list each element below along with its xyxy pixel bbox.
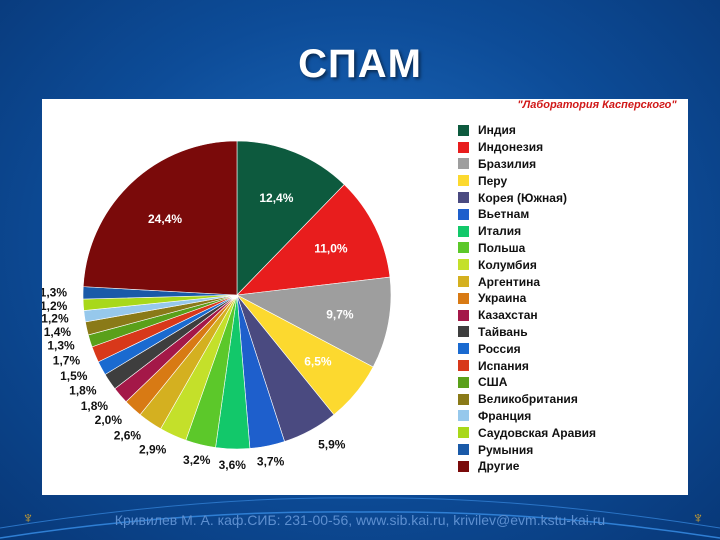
slice-label-8: 3,2%	[183, 453, 211, 467]
slice-label-2: 11,0%	[314, 242, 348, 256]
left-emblem-icon: ♆	[22, 510, 34, 527]
legend-entry-16: США	[458, 374, 596, 391]
legend-swatch	[458, 309, 469, 321]
slice-label-11: 2,0%	[95, 413, 123, 427]
legend-label: Испания	[478, 358, 529, 373]
legend-label: Казахстан	[478, 308, 538, 323]
legend-swatch	[458, 343, 469, 355]
legend-label: Аргентина	[478, 274, 541, 289]
legend-label: Индия	[478, 123, 516, 138]
chart-legend: Индия Индонезия Бразилия Перу Корея (Южная) В…	[458, 122, 596, 475]
slice-label-7: 3,6%	[219, 458, 247, 472]
legend-swatch	[458, 208, 469, 220]
pie-slice-2	[236, 184, 391, 296]
pie-slice-1	[236, 140, 345, 296]
slice-label-3: 9,7%	[326, 307, 354, 321]
legend-swatch	[458, 158, 469, 170]
legend-entry-6: Вьетнам	[458, 206, 596, 223]
legend-swatch	[458, 393, 469, 405]
legend-label: Другие	[478, 459, 520, 474]
legend-swatch	[458, 460, 469, 472]
slice-label-12: 1,8%	[81, 399, 109, 413]
legend-label: Перу	[478, 173, 508, 188]
legend-label: Италия	[478, 224, 522, 239]
legend-swatch	[458, 292, 469, 304]
pie-chart: 12,4%11,0%9,7%6,5%5,9%3,7%3,6%3,2%2,9%2,…	[42, 140, 392, 472]
legend-swatch	[458, 242, 469, 254]
legend-entry-21: Другие	[458, 458, 596, 475]
slice-label-1: 12,4%	[259, 191, 293, 205]
legend-swatch	[458, 444, 469, 456]
slice-label-19: 1,2%	[42, 299, 68, 313]
chart-source-note: "Лаборатория Касперского"	[517, 99, 677, 111]
legend-swatch	[458, 376, 469, 388]
legend-swatch	[458, 225, 469, 237]
legend-entry-17: Великобритания	[458, 391, 596, 408]
pie-slice-21	[82, 140, 238, 296]
legend-swatch	[458, 427, 469, 439]
legend-entry-11: Украина	[458, 290, 596, 307]
legend-entry-20: Румыния	[458, 441, 596, 458]
legend-entry-4: Перу	[458, 172, 596, 189]
legend-entry-10: Аргентина	[458, 273, 596, 290]
legend-entry-13: Тайвань	[458, 324, 596, 341]
legend-swatch	[458, 276, 469, 288]
legend-label: Индонезия	[478, 140, 544, 155]
legend-entry-8: Польша	[458, 240, 596, 257]
legend-entry-7: Италия	[458, 223, 596, 240]
slice-label-20: 1,3%	[42, 286, 67, 300]
legend-label: Колумбия	[478, 257, 537, 272]
legend-swatch	[458, 192, 469, 204]
slice-label-13: 1,8%	[69, 384, 97, 398]
slice-label-15: 1,7%	[53, 354, 81, 368]
legend-label: Великобритания	[478, 392, 578, 407]
slice-label-5: 5,9%	[318, 437, 346, 451]
slice-label-6: 3,7%	[257, 455, 285, 469]
legend-entry-18: Франция	[458, 408, 596, 425]
footer-decoration	[0, 497, 720, 539]
legend-entry-5: Корея (Южная)	[458, 189, 596, 206]
legend-swatch	[458, 175, 469, 187]
slice-label-4: 6,5%	[304, 355, 332, 369]
legend-entry-9: Колумбия	[458, 256, 596, 273]
legend-label: США	[478, 375, 508, 390]
right-emblem-icon: ♆	[692, 510, 704, 527]
legend-entry-12: Казахстан	[458, 307, 596, 324]
legend-label: Франция	[478, 408, 532, 423]
legend-label: Саудовская Аравия	[478, 425, 597, 440]
slice-label-18: 1,2%	[42, 311, 69, 325]
slice-label-14: 1,5%	[60, 369, 88, 383]
legend-entry-15: Испания	[458, 357, 596, 374]
pie-slice-3	[236, 276, 392, 368]
legend-label: Польша	[478, 240, 526, 255]
legend-swatch	[458, 259, 469, 271]
legend-label: Украина	[478, 291, 527, 306]
slide-footer: Кривилев М. А. каф.СИБ: 231-00-56, www.s…	[114, 512, 606, 528]
legend-label: Россия	[478, 341, 521, 356]
legend-swatch	[458, 360, 469, 372]
legend-entry-14: Россия	[458, 340, 596, 357]
legend-swatch	[458, 326, 469, 338]
slice-label-9: 2,9%	[139, 443, 167, 457]
slide-title: СПАМ	[298, 42, 422, 86]
legend-entry-2: Индонезия	[458, 139, 596, 156]
legend-entry-1: Индия	[458, 122, 596, 139]
legend-swatch	[458, 141, 469, 153]
legend-entry-19: Саудовская Аравия	[458, 424, 596, 441]
legend-label: Тайвань	[478, 324, 528, 339]
legend-label: Бразилия	[478, 156, 537, 171]
slice-label-17: 1,4%	[44, 325, 72, 339]
legend-swatch	[458, 410, 469, 422]
legend-label: Вьетнам	[478, 207, 530, 222]
slice-label-21: 24,4%	[148, 212, 182, 226]
legend-label: Румыния	[478, 442, 534, 457]
legend-swatch	[458, 124, 469, 136]
slice-label-16: 1,3%	[47, 339, 75, 353]
legend-entry-3: Бразилия	[458, 156, 596, 173]
legend-label: Корея (Южная)	[478, 190, 567, 205]
slice-label-10: 2,6%	[114, 428, 142, 442]
